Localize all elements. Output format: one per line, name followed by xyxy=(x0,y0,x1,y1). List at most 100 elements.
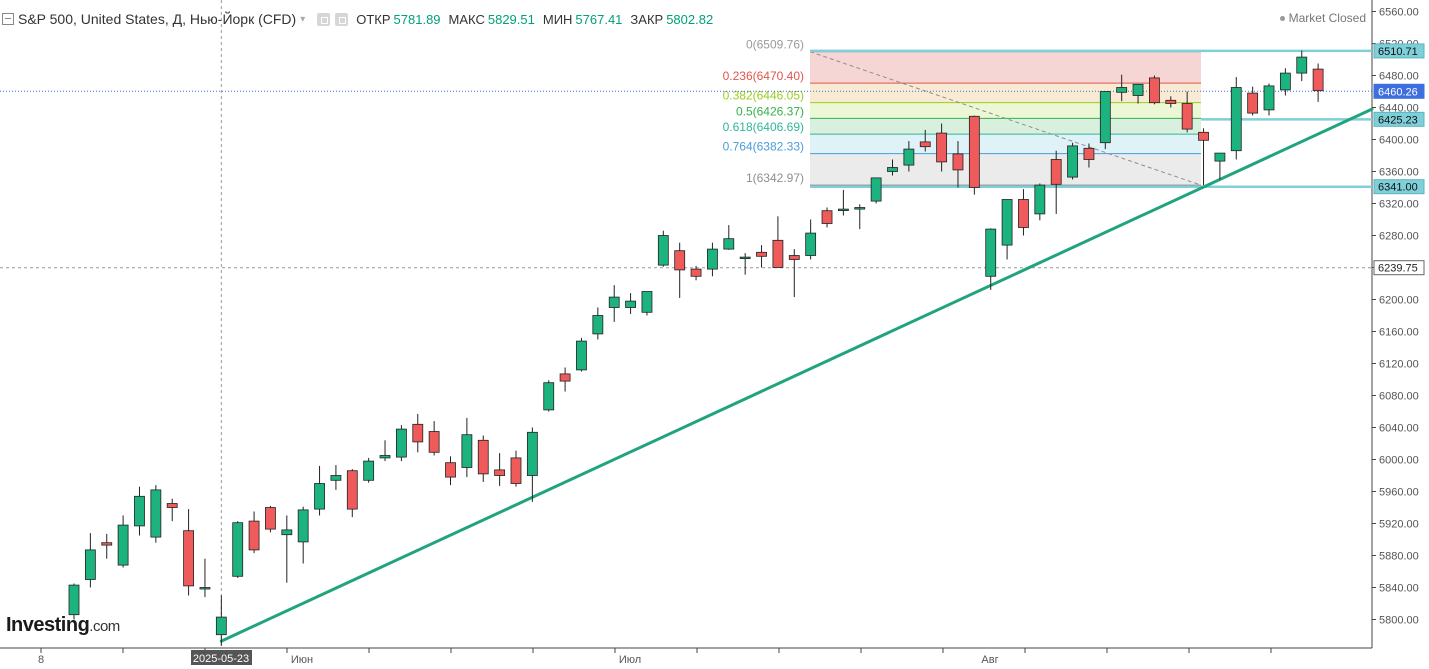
candle-body[interactable] xyxy=(494,469,506,476)
candle-body[interactable] xyxy=(903,148,915,166)
candle-body[interactable] xyxy=(461,434,473,468)
candle-body[interactable] xyxy=(510,457,522,484)
candle-body[interactable] xyxy=(1198,131,1209,141)
candle-body[interactable] xyxy=(559,373,571,382)
chevron-down-icon[interactable]: ▾ xyxy=(300,13,306,25)
y-tick-label: 6160.00 xyxy=(1379,327,1419,339)
candle-body[interactable] xyxy=(674,250,686,271)
candle-body[interactable] xyxy=(1230,87,1242,152)
candle-body[interactable] xyxy=(199,587,211,590)
candle-body[interactable] xyxy=(445,462,456,478)
candle-body[interactable] xyxy=(837,208,849,212)
candle-body[interactable] xyxy=(134,495,145,527)
candle-body[interactable] xyxy=(1050,159,1062,185)
fib-zone-band xyxy=(810,153,1201,186)
candle-body[interactable] xyxy=(150,489,162,538)
candle-body[interactable] xyxy=(919,141,931,148)
candle-body[interactable] xyxy=(887,167,898,172)
candle-body[interactable] xyxy=(576,340,587,371)
trendline[interactable] xyxy=(219,107,1374,643)
candle-body[interactable] xyxy=(1099,91,1111,144)
candle-body[interactable] xyxy=(625,300,636,308)
settings-icon[interactable] xyxy=(317,12,331,26)
candle-body[interactable] xyxy=(1067,145,1078,178)
candle-body[interactable] xyxy=(1263,85,1275,111)
candle-body[interactable] xyxy=(805,232,817,256)
candle-body[interactable] xyxy=(248,520,260,551)
candle-body[interactable] xyxy=(1116,87,1128,93)
logo-suffix: .com xyxy=(89,618,120,635)
candle-body[interactable] xyxy=(232,522,244,577)
candle-body[interactable] xyxy=(952,153,964,171)
candle-body[interactable] xyxy=(1165,99,1177,104)
candle-body[interactable] xyxy=(985,228,997,277)
candle-body[interactable] xyxy=(854,207,866,210)
candle-body[interactable] xyxy=(428,431,440,453)
fib-level-label: 0.236(6470.40) xyxy=(723,69,804,83)
candle-body[interactable] xyxy=(1083,147,1095,160)
price-tag-box xyxy=(1373,83,1425,99)
candle-body[interactable] xyxy=(821,210,833,224)
candle-body[interactable] xyxy=(723,238,735,250)
candle-body[interactable] xyxy=(968,115,980,188)
y-tick-label: 6440.00 xyxy=(1379,103,1419,115)
candle-body[interactable] xyxy=(297,509,309,543)
candle-body[interactable] xyxy=(690,268,702,277)
candle-body[interactable] xyxy=(117,524,129,566)
candle-body[interactable] xyxy=(1247,92,1259,114)
candle-body[interactable] xyxy=(788,255,800,260)
candle-body[interactable] xyxy=(281,529,293,536)
candle-body[interactable] xyxy=(363,460,375,481)
candle-body[interactable] xyxy=(772,239,784,268)
candle-body[interactable] xyxy=(641,291,653,313)
candle-body[interactable] xyxy=(1001,199,1013,246)
candle-body[interactable] xyxy=(477,439,489,475)
candle-body[interactable] xyxy=(756,251,767,257)
window-icon[interactable] xyxy=(335,12,349,26)
candle-body[interactable] xyxy=(936,132,948,163)
price-tag-label: 6425.23 xyxy=(1378,114,1418,126)
fib-diagonal xyxy=(809,51,1202,186)
candle-body[interactable] xyxy=(101,542,113,546)
x-tick-label: 8 xyxy=(38,654,44,666)
y-tick-label: 6080.00 xyxy=(1379,391,1419,403)
candle-body[interactable] xyxy=(1181,103,1193,130)
price-tag-label: 6460.26 xyxy=(1378,86,1418,98)
candle-body[interactable] xyxy=(395,428,407,458)
price-tag-box xyxy=(1373,179,1425,195)
candle-body[interactable] xyxy=(314,483,325,510)
candle-body[interactable] xyxy=(739,256,751,260)
candle-body[interactable] xyxy=(707,248,718,270)
candle-body[interactable] xyxy=(1296,56,1308,74)
collapse-icon[interactable] xyxy=(2,13,14,25)
candle-body[interactable] xyxy=(543,382,555,411)
candle-body[interactable] xyxy=(412,423,424,443)
fib-level-label: 0(6509.76) xyxy=(746,38,804,52)
candle-body[interactable] xyxy=(183,530,194,587)
candle-body[interactable] xyxy=(379,455,391,459)
candle-body[interactable] xyxy=(608,296,620,308)
candle-body[interactable] xyxy=(1018,199,1029,228)
candle-body[interactable] xyxy=(1312,68,1324,92)
y-tick-label: 6280.00 xyxy=(1379,231,1419,243)
candle-body[interactable] xyxy=(657,235,669,266)
candle-body[interactable] xyxy=(1149,77,1160,104)
candle-body[interactable] xyxy=(526,431,538,476)
candle-body[interactable] xyxy=(1034,184,1046,215)
candle-body[interactable] xyxy=(215,616,227,636)
candle-body[interactable] xyxy=(592,315,604,335)
candle-body[interactable] xyxy=(330,475,342,481)
investing-logo: Investing.com xyxy=(6,614,120,637)
candle-body[interactable] xyxy=(265,507,276,530)
candle-body[interactable] xyxy=(84,549,96,580)
candle-body[interactable] xyxy=(1279,72,1291,91)
candle-body[interactable] xyxy=(1214,152,1226,162)
candle-body[interactable] xyxy=(68,584,80,616)
y-tick-label: 6400.00 xyxy=(1379,135,1419,147)
instrument-title[interactable]: S&P 500, United States, Д, Нью-Йорк (CFD… xyxy=(18,11,297,27)
candle-body[interactable] xyxy=(346,470,358,510)
candle-body[interactable] xyxy=(166,503,178,508)
candle-body[interactable] xyxy=(1132,83,1144,96)
candle-body[interactable] xyxy=(870,177,882,202)
